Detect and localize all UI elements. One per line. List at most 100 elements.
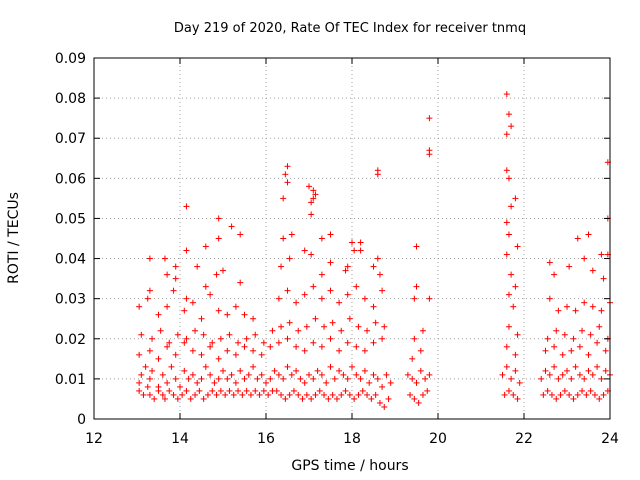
data-point [561,387,568,394]
x-tick-label: 14 [171,431,189,447]
data-point [226,387,233,394]
data-point [222,391,229,398]
data-point [159,371,166,378]
data-point [336,299,343,306]
data-point [544,387,551,394]
data-point [204,391,211,398]
data-point [542,367,549,374]
data-point [589,371,596,378]
data-point [290,387,297,394]
data-point [383,371,390,378]
data-point [293,343,300,350]
data-point [344,291,351,298]
data-point [379,383,386,390]
data-point [503,91,510,98]
data-point [301,247,308,254]
data-point [267,375,274,382]
data-point [602,367,609,374]
x-tick-label: 16 [257,431,275,447]
data-point [555,375,562,382]
data-point [564,303,570,310]
data-point [370,263,377,270]
data-point [505,323,512,330]
data-point [265,391,272,398]
data-point [318,235,325,242]
data-point [598,307,605,314]
data-point [411,335,418,342]
data-point [333,395,340,402]
data-point [310,339,317,346]
data-point [542,347,549,354]
data-point [202,363,209,370]
data-point [164,379,171,386]
data-point [308,395,315,402]
data-point [512,195,519,202]
data-point [505,387,512,394]
data-point [149,367,156,374]
data-point [344,263,351,270]
data-point [327,363,334,370]
data-point [235,387,242,394]
data-point [508,203,515,210]
data-point [297,375,304,382]
data-point [598,251,605,258]
data-point [594,339,601,346]
data-point [200,395,207,402]
data-point [303,391,310,398]
y-ticks: 0 0.01 0.02 0.03 0.04 0.05 0.06 0.07 0.08 0.09 [55,51,610,428]
data-point [149,335,156,342]
data-point [278,391,285,398]
data-point [353,283,360,290]
data-point [312,391,319,398]
data-point [284,287,291,294]
data-point [189,371,196,378]
data-point [146,347,153,354]
data-point [235,339,242,346]
y-tick-label: 0.04 [55,252,86,268]
data-point [318,295,325,302]
y-tick-label: 0.06 [55,171,86,187]
data-point [224,347,231,354]
data-point [245,371,252,378]
data-point [426,115,433,122]
y-tick-label: 0.08 [55,91,86,107]
data-point [220,367,226,374]
data-point [364,391,371,398]
data-point [256,391,263,398]
data-point [357,375,364,382]
data-point [239,391,246,398]
data-point [587,331,594,338]
data-point [224,311,231,318]
x-axis-label: GPS time / hours [291,458,408,474]
data-point [312,191,319,198]
data-point [282,395,289,402]
data-point [151,395,158,402]
data-point [338,327,345,334]
data-point [232,379,239,386]
data-point [415,399,422,406]
data-point [140,391,147,398]
data-point [146,287,153,294]
data-point [273,387,280,394]
data-point [508,271,515,278]
data-point [366,379,373,386]
data-point [581,375,588,382]
data-point [424,387,431,394]
data-point [351,395,358,402]
data-point [200,331,207,338]
data-point [312,315,319,322]
data-point [183,203,190,210]
data-point [168,363,175,370]
points [136,91,613,410]
data-point [293,367,300,374]
data-point [570,335,577,342]
data-point [381,403,388,410]
data-point [510,391,517,398]
data-point [288,371,295,378]
data-point [419,391,426,398]
data-point [284,179,291,186]
data-point [572,307,579,314]
data-point [308,199,315,206]
data-point [138,331,145,338]
data-point [327,259,334,266]
